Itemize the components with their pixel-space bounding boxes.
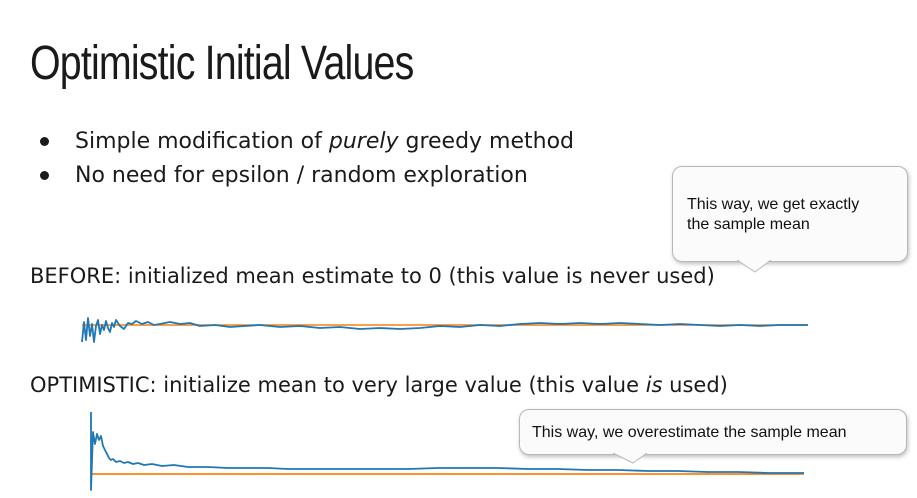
bullet-text-pre: Simple modification of	[75, 128, 329, 154]
callout-sample-mean: This way, we get exactly the sample mean	[672, 166, 908, 262]
bullet-text: Simple modification of purely greedy met…	[75, 129, 574, 154]
before-estimate-line	[81, 317, 808, 343]
optimistic-label-post: used)	[662, 373, 728, 397]
bullet-item: Simple modification of purely greedy met…	[40, 124, 574, 158]
bullet-text-emphasis: purely	[328, 128, 399, 154]
optimistic-label-emphasis: is	[645, 373, 663, 397]
callout-tail-icon	[612, 453, 648, 464]
slide-title: Optimistic Initial Values	[30, 37, 414, 90]
bullet-item: No need for epsilon / random exploration	[40, 158, 574, 192]
bullet-text: No need for epsilon / random exploration	[75, 162, 528, 188]
callout-overestimate: This way, we overestimate the sample mea…	[519, 409, 907, 455]
bullet-text-post: greedy method	[398, 128, 575, 154]
before-estimate-plot	[81, 317, 808, 343]
optimistic-estimate-line	[90, 412, 804, 491]
callout-line-1: This way, we get exactly	[687, 196, 860, 213]
optimistic-label: OPTIMISTIC: initialize mean to very larg…	[30, 373, 728, 397]
optimistic-label-pre: OPTIMISTIC: initialize mean to very larg…	[30, 373, 646, 397]
callout-line-2: the sample mean	[687, 216, 810, 233]
before-label: BEFORE: initialized mean estimate to 0 (…	[30, 264, 715, 288]
bullet-dot-icon	[40, 136, 49, 146]
optimistic-estimate-plot	[90, 412, 804, 491]
bullet-list: Simple modification of purely greedy met…	[40, 124, 574, 192]
callout-tail-icon	[736, 260, 772, 273]
bullet-dot-icon	[40, 170, 49, 180]
